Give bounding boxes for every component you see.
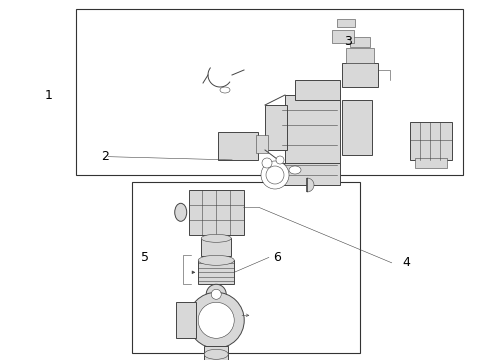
Ellipse shape (198, 255, 234, 265)
Text: 4: 4 (403, 256, 411, 269)
Text: 6: 6 (273, 251, 281, 264)
Polygon shape (307, 178, 314, 192)
Ellipse shape (175, 203, 187, 221)
Bar (285, 95, 340, 165)
Bar (189, 190, 244, 235)
Text: 1: 1 (45, 89, 53, 102)
Ellipse shape (204, 349, 228, 359)
Bar (265, 105, 287, 150)
Text: 3: 3 (344, 35, 352, 48)
Bar (415, 158, 447, 168)
Bar (332, 30, 354, 43)
Circle shape (262, 158, 272, 168)
Circle shape (261, 161, 289, 189)
Bar (280, 163, 340, 185)
Bar (201, 238, 231, 256)
Bar (346, 48, 374, 63)
Ellipse shape (220, 87, 230, 93)
Circle shape (211, 289, 221, 299)
Text: 2: 2 (101, 150, 109, 163)
Ellipse shape (289, 166, 301, 174)
Bar (342, 63, 378, 87)
Bar (198, 260, 234, 284)
Circle shape (266, 166, 284, 184)
Circle shape (198, 302, 234, 338)
Bar (342, 100, 372, 155)
Ellipse shape (201, 234, 231, 242)
Text: 5: 5 (141, 251, 148, 264)
Bar (410, 122, 452, 160)
Bar (350, 37, 370, 47)
Bar (218, 132, 258, 160)
Bar (176, 302, 196, 338)
Circle shape (206, 284, 226, 304)
Bar (256, 135, 268, 153)
Bar (295, 80, 340, 100)
Bar (132, 182, 360, 353)
Circle shape (276, 156, 284, 164)
Circle shape (188, 292, 244, 348)
Bar (204, 346, 228, 360)
Bar (337, 19, 355, 27)
Bar (76, 9, 463, 175)
